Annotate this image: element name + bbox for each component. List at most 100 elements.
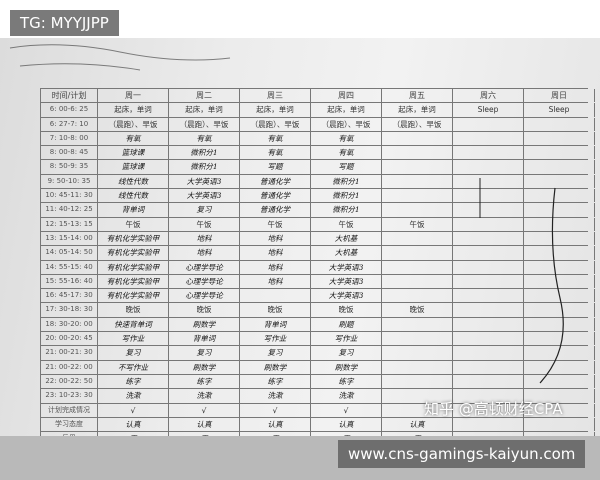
entry-cell bbox=[382, 289, 453, 303]
entry-cell bbox=[453, 303, 524, 317]
entry-cell: 复习 bbox=[169, 203, 240, 217]
entry-cell: 有氧 bbox=[240, 146, 311, 160]
entry-cell bbox=[524, 303, 595, 317]
entry-cell bbox=[524, 374, 595, 389]
table-row: 7: 10-8: 00 有氧 有氧 有氧 有氧 bbox=[40, 131, 595, 147]
entry-cell bbox=[382, 374, 453, 389]
entry-cell: 洗漱 bbox=[169, 389, 240, 403]
entry-cell bbox=[382, 160, 453, 174]
entry-cell: 地科 bbox=[240, 231, 311, 246]
time-cell: 学习态度 bbox=[40, 417, 98, 432]
table-row: 12: 15-13: 15 午饭 午饭 午饭 午饭 午饭 bbox=[40, 217, 595, 232]
entry-cell: 复习 bbox=[240, 346, 311, 360]
entry-cell: 大机基 bbox=[311, 231, 382, 246]
entry-cell: 午饭 bbox=[311, 217, 382, 231]
entry-cell: 认真 bbox=[311, 417, 382, 432]
table-row: 22: 00-22: 50 练字 练字 练字 练字 bbox=[40, 374, 595, 390]
entry-cell bbox=[524, 289, 595, 303]
entry-cell: 午饭 bbox=[98, 217, 169, 231]
time-cell: 21: 00-21: 30 bbox=[40, 346, 98, 360]
entry-cell bbox=[524, 274, 595, 289]
entry-cell: 普通化学 bbox=[240, 203, 311, 217]
table-row: 23: 10-23: 30 洗漱 洗漱 洗漱 洗漱 bbox=[40, 389, 595, 404]
url-badge: www.cns-gamings-kaiyun.com bbox=[338, 440, 586, 468]
entry-cell: 洗漱 bbox=[311, 389, 382, 403]
entry-cell: 复习 bbox=[169, 346, 240, 360]
entry-cell: 认真 bbox=[382, 417, 453, 432]
entry-cell: 有氧 bbox=[169, 131, 240, 146]
time-cell: 15: 55-16: 40 bbox=[40, 274, 98, 289]
table-row: 10: 45-11: 30 线性代数 大学英语3 普通化学 微积分1 bbox=[40, 189, 595, 204]
schedule-table: 时间/计划 周一 周二 周三 周四 周五 周六 周日 6: 00-6: 25 起床，单词 起床，单词… bbox=[40, 88, 595, 461]
entry-cell: 起床，单词 bbox=[169, 103, 240, 117]
header-cell: 周六 bbox=[453, 89, 524, 103]
entry-cell bbox=[453, 146, 524, 160]
entry-cell: 大学英语3 bbox=[169, 174, 240, 189]
entry-cell: 有机化学实验甲 bbox=[98, 260, 169, 274]
entry-cell: 有氧 bbox=[311, 131, 382, 146]
header-cell: 周一 bbox=[98, 89, 169, 103]
entry-cell: 快速背单词 bbox=[98, 317, 169, 332]
entry-cell bbox=[453, 403, 524, 417]
time-cell: 6: 00-6: 25 bbox=[40, 103, 98, 117]
time-cell: 20: 00-20: 45 bbox=[40, 332, 98, 346]
entry-cell bbox=[524, 360, 595, 374]
time-cell: 8: 50-9: 35 bbox=[40, 160, 98, 174]
entry-cell: 大机基 bbox=[311, 246, 382, 260]
entry-cell: 微积分1 bbox=[169, 160, 240, 174]
entry-cell bbox=[382, 131, 453, 146]
header-cell: 周二 bbox=[169, 89, 240, 103]
time-cell: 7: 10-8: 00 bbox=[40, 131, 98, 146]
entry-cell: 有氧 bbox=[311, 146, 382, 160]
entry-cell bbox=[453, 203, 524, 217]
time-cell: 6: 27-7: 10 bbox=[40, 117, 98, 131]
entry-cell: 认真 bbox=[98, 417, 169, 432]
entry-cell: 线性代数 bbox=[98, 189, 169, 203]
entry-cell: 有机化学实验甲 bbox=[98, 246, 169, 260]
entry-cell bbox=[453, 317, 524, 332]
entry-cell: 微积分1 bbox=[311, 203, 382, 217]
entry-cell: 有氧 bbox=[240, 131, 311, 146]
entry-cell: 大学英语3 bbox=[311, 289, 382, 303]
entry-cell: 写作业 bbox=[98, 332, 169, 346]
table-row: 计划完成情况 √ √ √ √ bbox=[40, 403, 595, 418]
time-cell: 16: 45-17: 30 bbox=[40, 289, 98, 303]
entry-cell: 起床，单词 bbox=[382, 103, 453, 117]
time-cell: 18: 30-20: 00 bbox=[40, 317, 98, 332]
time-cell: 11: 40-12: 25 bbox=[40, 203, 98, 217]
entry-cell bbox=[453, 417, 524, 432]
header-cell: 时间/计划 bbox=[40, 89, 98, 103]
entry-cell bbox=[382, 274, 453, 289]
entry-cell: 认真 bbox=[169, 417, 240, 432]
table-row: 6: 00-6: 25 起床，单词 起床，单词 起床，单词 起床，单词 起床，单词 Slee… bbox=[40, 103, 595, 118]
entry-cell: 练字 bbox=[311, 374, 382, 389]
entry-cell: Sleep bbox=[453, 103, 524, 117]
entry-cell: 写作业 bbox=[311, 332, 382, 346]
header-cell: 周三 bbox=[240, 89, 311, 103]
entry-cell: 晚饭 bbox=[240, 303, 311, 317]
entry-cell: 地科 bbox=[169, 246, 240, 260]
entry-cell: 普通化学 bbox=[240, 189, 311, 203]
entry-cell bbox=[382, 360, 453, 374]
photo-background bbox=[0, 38, 600, 438]
entry-cell bbox=[524, 246, 595, 260]
entry-cell bbox=[453, 131, 524, 146]
entry-cell bbox=[524, 403, 595, 417]
entry-cell: 心理学导论 bbox=[169, 260, 240, 274]
entry-cell bbox=[453, 260, 524, 274]
entry-cell: 微积分1 bbox=[311, 174, 382, 189]
entry-cell: 背单词 bbox=[98, 203, 169, 217]
entry-cell: 地科 bbox=[240, 274, 311, 289]
entry-cell: 普通化学 bbox=[240, 174, 311, 189]
entry-cell: （晨跑）、早饭 bbox=[382, 117, 453, 131]
time-cell: 计划完成情况 bbox=[40, 403, 98, 417]
entry-cell bbox=[382, 403, 453, 417]
entry-cell: 练字 bbox=[169, 374, 240, 389]
entry-cell: 练字 bbox=[98, 374, 169, 389]
table-row: 13: 15-14: 00 有机化学实验甲 地科 地科 大机基 bbox=[40, 231, 595, 247]
entry-cell bbox=[453, 346, 524, 360]
entry-cell bbox=[524, 317, 595, 332]
entry-cell bbox=[524, 389, 595, 403]
entry-cell: 写题 bbox=[311, 160, 382, 174]
time-cell: 14: 55-15: 40 bbox=[40, 260, 98, 274]
